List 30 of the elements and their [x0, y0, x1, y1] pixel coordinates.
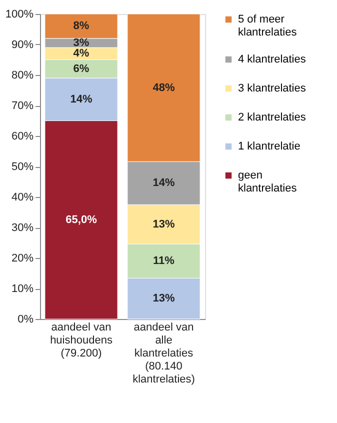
- data-label: 11%: [153, 255, 175, 268]
- y-tick-label: 30%: [11, 222, 34, 234]
- data-label: 6%: [73, 62, 90, 75]
- y-tick-label: 40%: [11, 192, 34, 204]
- y-tick-label: 10%: [11, 283, 34, 295]
- y-tick-label: 60%: [11, 130, 34, 142]
- data-label: 14%: [70, 93, 92, 106]
- data-label: 13%: [152, 218, 175, 230]
- legend-label: 5 of meer klantrelaties: [238, 14, 298, 38]
- y-tick-label: 20%: [11, 252, 34, 264]
- y-tick-label: 0%: [18, 314, 34, 326]
- data-label: 65,0%: [66, 214, 98, 226]
- data-label: 13%: [152, 292, 175, 305]
- legend-label: 1 klantrelatie: [238, 140, 300, 152]
- legend-label: 4 klantrelaties: [238, 54, 306, 66]
- x-tick-label: aandeel van huishoudens (79.200): [50, 322, 113, 360]
- y-tick-label: 90%: [11, 39, 34, 51]
- y-tick-label: 70%: [11, 100, 34, 112]
- y-tick-label: 100%: [5, 8, 34, 20]
- data-label: 3%: [73, 36, 90, 49]
- y-tick-label: 50%: [11, 161, 34, 173]
- y-tick-label: 80%: [11, 70, 34, 82]
- data-label: 8%: [73, 20, 90, 32]
- legend-label: 3 klantrelaties: [238, 82, 306, 94]
- data-label: 48%: [152, 82, 175, 94]
- data-label: 4%: [73, 48, 90, 60]
- x-tick-label: aandeel van alle klantrelaties (80.140 klantrelaties): [132, 322, 195, 386]
- legend-label: 2 klantrelaties: [238, 112, 306, 124]
- legend-label: geen klantrelaties: [238, 170, 298, 194]
- data-label: 14%: [152, 177, 175, 190]
